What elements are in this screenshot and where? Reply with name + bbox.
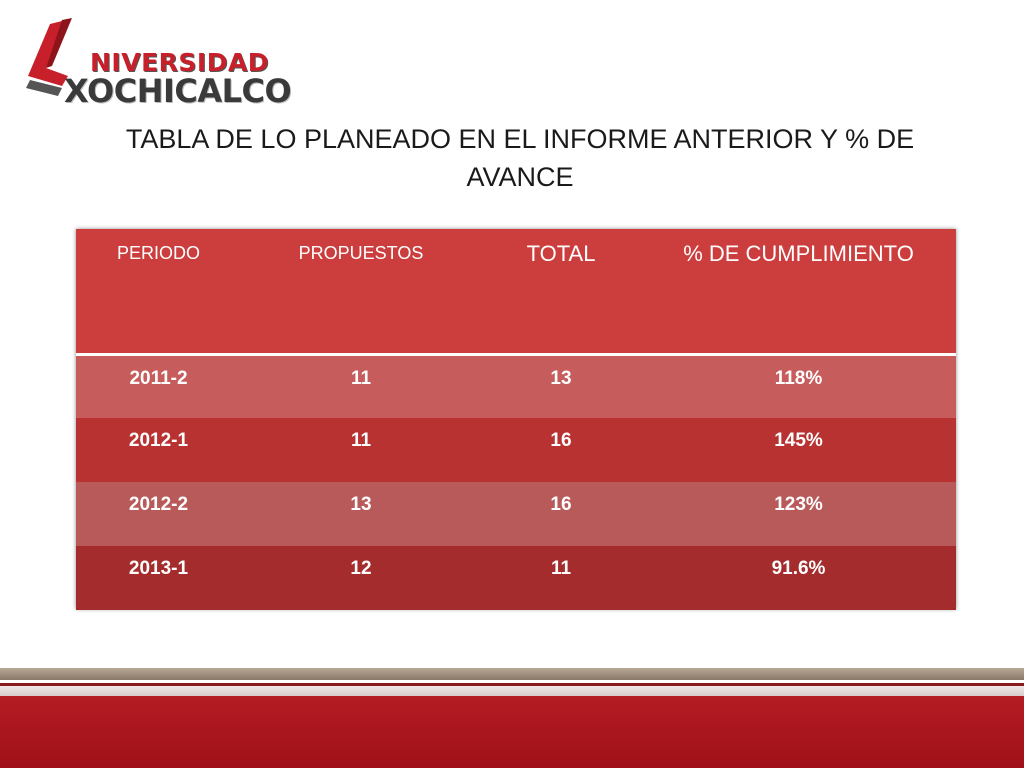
header-total: TOTAL <box>526 241 596 266</box>
cell-periodo: 2011-2 <box>129 367 188 389</box>
cell-total: 16 <box>550 430 572 451</box>
footer-band-line <box>0 683 1024 686</box>
progress-table: PERIODO PROPUESTOS TOTAL % DE CUMPLIMIEN… <box>76 229 956 610</box>
cell-total: 13 <box>550 367 572 389</box>
slide-title: TABLA DE LO PLANEADO EN EL INFORME ANTER… <box>125 124 915 192</box>
logo-text-xochicalco: XOCHICALCO <box>64 72 292 110</box>
table-row: 2013-1 12 11 91.6% <box>76 546 956 610</box>
footer-band-tan <box>0 668 1024 680</box>
table-row: 2011-2 11 13 118% <box>76 354 956 418</box>
cell-propuestos: 11 <box>350 430 372 451</box>
header-propuestos: PROPUESTOS <box>298 243 424 263</box>
footer-band-grey <box>0 686 1024 696</box>
footer-band-red <box>0 696 1024 768</box>
header-periodo: PERIODO <box>116 243 200 263</box>
cell-cumplimiento: 118% <box>774 367 823 389</box>
cell-cumplimiento: 123% <box>774 494 823 515</box>
cell-propuestos: 13 <box>350 494 372 515</box>
cell-periodo: 2013-1 <box>128 558 189 579</box>
cell-total: 16 <box>550 494 572 515</box>
cell-total: 11 <box>550 558 572 579</box>
table-row: 2012-2 13 16 123% <box>76 482 956 546</box>
cell-periodo: 2012-1 <box>128 430 189 451</box>
cell-cumplimiento: 91.6% <box>771 558 826 579</box>
university-logo: NIVERSIDAD XOCHICALCO <box>22 16 292 110</box>
header-cumplimiento: % DE CUMPLIMIENTO <box>683 241 914 266</box>
logo-text-universidad: NIVERSIDAD <box>90 48 270 77</box>
table-row: 2012-1 11 16 145% <box>76 418 956 482</box>
university-logo-mark-icon <box>26 18 72 96</box>
table-header-row: PERIODO PROPUESTOS TOTAL % DE CUMPLIMIEN… <box>76 229 956 354</box>
cell-periodo: 2012-2 <box>128 494 189 515</box>
cell-cumplimiento: 145% <box>774 430 823 451</box>
cell-propuestos: 11 <box>350 367 372 389</box>
cell-propuestos: 12 <box>350 558 372 579</box>
